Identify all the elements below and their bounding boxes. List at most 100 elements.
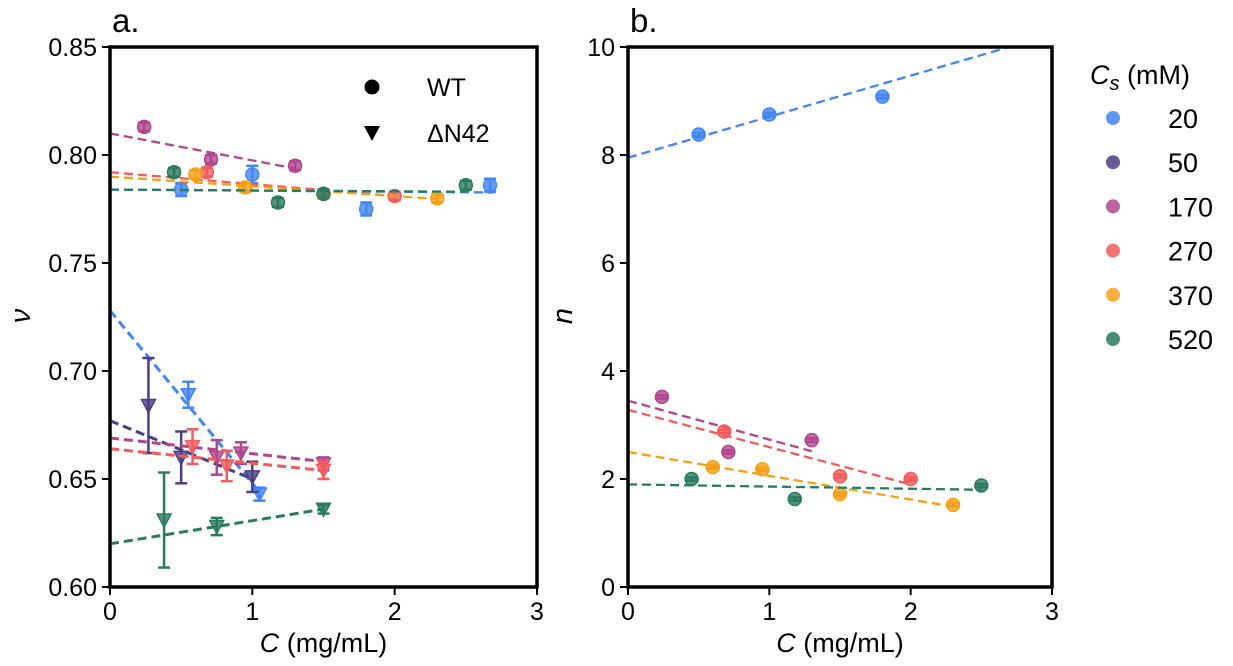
y-tick-label: 0.70 — [48, 358, 97, 386]
data-point-circle — [691, 127, 706, 142]
y-tick-label: 0.80 — [48, 142, 97, 170]
fit-line — [627, 450, 954, 508]
data-point-triangle — [180, 388, 197, 404]
data-point-circle — [804, 432, 819, 448]
x-tick-label: 1 — [762, 598, 776, 626]
marker-legend-triangle — [364, 126, 380, 141]
y-tick-label: 6 — [601, 250, 615, 278]
marker-legend-label: ΔN42 — [427, 120, 490, 148]
x-tick-label: 2 — [904, 598, 918, 626]
data-point-circle — [716, 424, 732, 439]
fit-line — [109, 447, 324, 472]
y-tick-label: 0.85 — [48, 34, 97, 62]
x-tick-label: 1 — [245, 598, 259, 626]
plot-frame — [108, 45, 539, 589]
legend-label: 370 — [1168, 281, 1213, 311]
y-tick-label: 0.75 — [48, 250, 97, 278]
data-point-circle — [166, 165, 182, 180]
fit-line — [627, 408, 911, 486]
fit-line — [109, 171, 395, 198]
data-point-circle — [136, 119, 152, 135]
x-axis-label: C (mg/mL) — [260, 628, 388, 658]
data-point-circle — [762, 107, 777, 122]
data-point-circle — [875, 89, 890, 104]
data-point-circle — [188, 167, 203, 182]
y-axis-label: n — [547, 308, 579, 324]
legend-marker — [1106, 199, 1120, 214]
data-point-triangle — [315, 463, 332, 479]
legend-marker — [1106, 155, 1120, 170]
legend-label: 520 — [1168, 325, 1213, 355]
y-tick-label: 10 — [587, 34, 615, 62]
x-axis-label-unit: (mg/mL) — [279, 628, 387, 658]
x-tick-label: 2 — [388, 598, 402, 626]
x-tick-label: 0 — [621, 598, 635, 626]
legend-label: 270 — [1168, 237, 1213, 267]
legend-marker — [1106, 111, 1120, 125]
legend-marker — [1106, 287, 1120, 302]
legend-title: Cs (mM) — [1090, 60, 1190, 95]
data-point-triangle — [172, 450, 190, 466]
data-point-circle — [316, 186, 331, 202]
legend-marker — [1106, 332, 1120, 346]
x-tick-label: 3 — [1045, 598, 1059, 626]
data-point-triangle — [218, 459, 235, 475]
panel-b: 0 1 2 3 0 2 4 6 8 10 C (mg/mL) n b. — [547, 2, 1059, 658]
y-tick-label: 0.65 — [48, 466, 97, 494]
data-point-triangle — [140, 398, 157, 415]
data-point-circle — [705, 459, 721, 475]
x-axis-label-variable: C — [776, 628, 796, 658]
x-tick-label: 0 — [103, 598, 117, 626]
marker-legend-circle — [364, 79, 380, 95]
legend-title-unit: (mM) — [1120, 60, 1190, 90]
data-point-circle — [755, 462, 770, 477]
data-point-circle — [903, 471, 918, 487]
legend-entries: 20 50 170 270 370 520 — [1106, 104, 1213, 355]
fit-line — [109, 507, 324, 546]
fit-line — [108, 309, 261, 493]
data-point-circle — [237, 180, 253, 195]
data-point-triangle — [155, 513, 173, 529]
y-axis-label: ν — [5, 308, 37, 323]
fit-line — [627, 45, 1010, 159]
y-tick-label: 4 — [601, 358, 615, 386]
data-point-triangle — [315, 502, 332, 518]
data-point-circle — [458, 177, 474, 193]
fit-line — [627, 483, 982, 491]
panel-label: b. — [630, 2, 658, 39]
data-point-circle — [832, 486, 848, 502]
plot-frame — [626, 45, 1054, 589]
data-point-triangle — [244, 470, 261, 486]
legend-label: 170 — [1168, 192, 1213, 222]
data-point-circle — [358, 201, 374, 217]
fit-line — [109, 436, 324, 464]
data-point-triangle — [184, 439, 201, 456]
data-point-circle — [832, 469, 848, 484]
legend-marker — [1106, 243, 1120, 258]
x-tick-label: 3 — [530, 598, 544, 626]
data-point-circle — [430, 190, 445, 206]
y-tick-label: 0.60 — [48, 574, 97, 602]
x-axis-label: C (mg/mL) — [776, 628, 904, 658]
y-tick-label: 2 — [601, 466, 615, 494]
data-point-circle — [974, 478, 989, 493]
data-point-triangle — [208, 519, 226, 536]
data-point-circle — [654, 389, 670, 405]
panel-a: 0 1 2 3 0.60 0.65 0.70 0.75 0.80 0.85 C (mg/mL) ν a.… — [5, 2, 544, 658]
marker-legend-label: WT — [427, 74, 466, 102]
data-point-triangle — [232, 446, 250, 462]
legend-title-subscript: s — [1110, 73, 1120, 95]
fit-line — [109, 188, 466, 193]
panel-label: a. — [112, 2, 140, 39]
legend-label: 20 — [1168, 104, 1198, 134]
fit-line — [627, 399, 813, 453]
salt-concentration-legend: Cs (mM) 20 50 170 270 370 520 — [1090, 60, 1213, 355]
x-axis-label-variable: C — [260, 628, 280, 658]
data-point-circle — [270, 195, 286, 210]
y-tick-label: 0 — [601, 574, 615, 602]
data-point-circle — [245, 167, 260, 182]
data-point-circle — [945, 497, 961, 513]
y-tick-label: 8 — [601, 142, 615, 170]
fit-line — [109, 132, 296, 170]
